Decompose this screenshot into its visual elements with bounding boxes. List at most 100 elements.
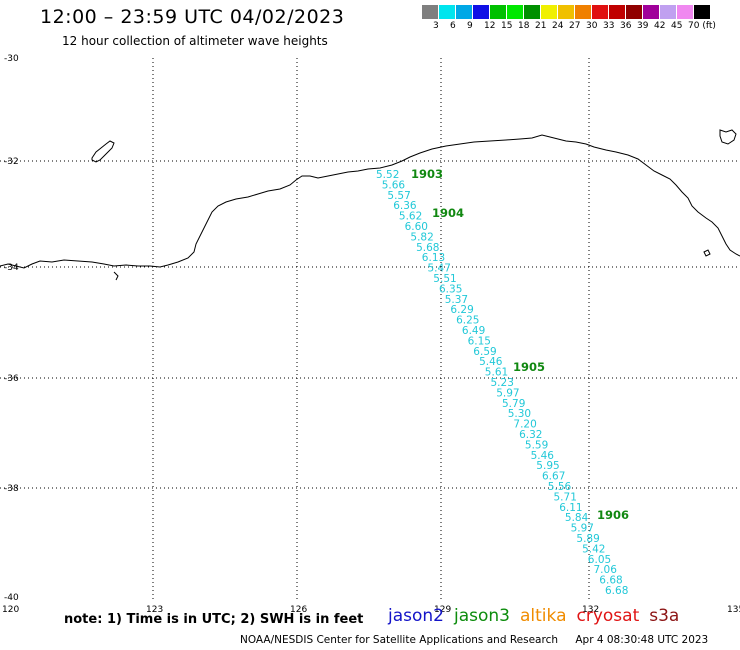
colorbar-label: 3: [433, 21, 439, 31]
wave-height-label: 6.67: [542, 471, 565, 483]
colorbar-swatch: [541, 5, 558, 19]
wave-height-label: 6.29: [450, 304, 473, 316]
legend-cryosat: cryosat: [576, 606, 640, 626]
lon-label: 132: [582, 605, 599, 615]
map-subtitle: 12 hour collection of altimeter wave hei…: [62, 34, 328, 48]
lat-label: -38: [4, 484, 19, 494]
wave-height-label: 5.82: [410, 231, 433, 243]
wave-height-label: 5.57: [387, 190, 410, 202]
colorbar-swatch: [643, 5, 660, 19]
colorbar-label: 21: [535, 21, 547, 31]
satellite-legend: jason2 jason3 altika cryosat s3a: [388, 606, 689, 626]
legend-s3a: s3a: [649, 606, 680, 626]
island: [719, 129, 737, 145]
coast-spur: [113, 271, 119, 281]
lon-label: 129: [434, 605, 451, 615]
wave-height-label: 5.59: [525, 439, 548, 451]
wave-height-label: 5.61: [485, 367, 508, 379]
footer: NOAA/NESDIS Center for Satellite Applica…: [240, 634, 708, 646]
colorbar-swatch: [524, 5, 541, 19]
wave-height-label: 6.49: [462, 325, 485, 337]
colorbar-swatch: [609, 5, 626, 19]
wave-height-label: 5.30: [508, 408, 531, 420]
wave-height-label: 5.97: [496, 387, 519, 399]
wave-height-label: 5.46: [479, 356, 503, 368]
colorbar-label: 42: [654, 21, 666, 31]
track-time-label: 1903: [411, 167, 443, 181]
colorbar-swatch: [626, 5, 643, 19]
footer-credit: NOAA/NESDIS Center for Satellite Applica…: [240, 634, 558, 646]
wave-height-label: 5.46: [531, 450, 555, 462]
wave-height-label: 5.42: [582, 543, 605, 555]
wave-height-label: 5.71: [554, 491, 577, 503]
wave-height-label: 5.95: [536, 460, 559, 472]
island: [703, 249, 711, 257]
colorbar-label: 33: [603, 21, 615, 31]
colorbar-label: 36: [620, 21, 632, 31]
wave-height-label: 5.68: [416, 242, 439, 254]
lon-label: 126: [290, 605, 307, 615]
colorbar-swatch: [660, 5, 677, 19]
colorbar-label: 18: [518, 21, 530, 31]
wave-height-label: 6.68: [605, 585, 628, 597]
colorbar-swatch: [456, 5, 473, 19]
track-time-label: 1904: [432, 206, 464, 220]
colorbar-label: 15: [501, 21, 513, 31]
colorbar-label: 45: [671, 21, 683, 31]
coastline: [0, 134, 740, 269]
lat-label: -32: [4, 157, 19, 167]
colorbar-swatch: [422, 5, 439, 19]
wave-height-label: 6.32: [519, 429, 542, 441]
wave-height-label: 5.84: [565, 512, 589, 524]
legend-altika: altika: [520, 606, 567, 626]
colorbar-label: 24: [552, 21, 564, 31]
graticule: [0, 58, 740, 600]
footer-timestamp: Apr 4 08:30:48 UTC 2023: [575, 634, 709, 646]
wave-height-label: 5.47: [428, 263, 451, 275]
wave-height-label: 5.37: [445, 294, 468, 306]
lon-label: 123: [146, 605, 163, 615]
wave-height-label: 6.25: [456, 315, 479, 327]
track-time-label: 1906: [597, 508, 629, 522]
colorbar-swatch: [694, 5, 711, 19]
colorbar-swatch: [490, 5, 507, 19]
wave-height-label: 6.68: [599, 575, 622, 587]
wave-height-label: 5.89: [576, 533, 599, 545]
wave-height-label: 6.13: [422, 252, 445, 264]
lat-label: -40: [4, 593, 19, 603]
wave-height-label: 7.06: [594, 564, 618, 576]
wave-height-label: 5.51: [433, 273, 456, 285]
colorbar-swatch: [439, 5, 456, 19]
colorbar-swatch: [677, 5, 694, 19]
lat-label: -36: [4, 374, 19, 384]
colorbar-swatch: [473, 5, 490, 19]
legend-jason2: jason2: [388, 606, 444, 626]
track-time-labels: 1903 1904 1905 1906: [411, 167, 629, 522]
wave-height-label: 6.15: [468, 335, 491, 347]
wave-height-label: 5.23: [491, 377, 514, 389]
colorbar-label: 30: [586, 21, 598, 31]
wave-height-label: 6.36: [393, 200, 417, 212]
wave-height-labels: 5.525.665.576.365.626.605.825.686.135.47…: [376, 169, 628, 597]
wave-height-colorbar: [422, 5, 711, 19]
wave-height-label: 6.59: [473, 346, 496, 358]
colorbar-label: 39: [637, 21, 649, 31]
wave-height-label: 5.79: [502, 398, 525, 410]
colorbar-label: 27: [569, 21, 581, 31]
legend-jason3: jason3: [454, 606, 510, 626]
lon-label: 135: [727, 605, 740, 615]
colorbar-swatch: [592, 5, 609, 19]
wave-height-label: 6.35: [439, 283, 462, 295]
wave-height-label: 6.05: [588, 554, 611, 566]
map-title: 12:00 – 23:59 UTC 04/02/2023: [40, 6, 345, 28]
wave-height-label: 5.56: [548, 481, 572, 493]
wave-height-label: 5.97: [571, 523, 594, 535]
colorbar-label: 6: [450, 21, 456, 31]
colorbar-label: 70 (ft): [688, 21, 716, 31]
wave-height-label: 6.60: [405, 221, 428, 233]
colorbar-label: 9: [467, 21, 473, 31]
colorbar-swatch: [558, 5, 575, 19]
colorbar-swatch: [575, 5, 592, 19]
wave-height-label: 5.52: [376, 169, 399, 181]
